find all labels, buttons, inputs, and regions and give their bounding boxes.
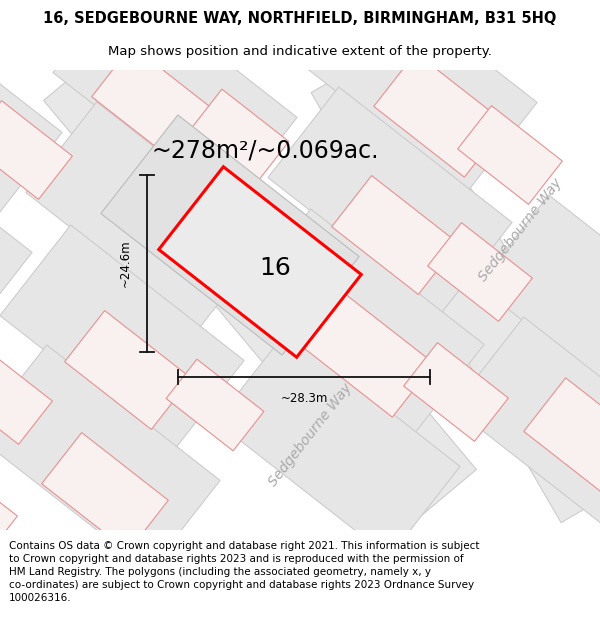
Text: Sedgebourne Way: Sedgebourne Way [266, 381, 355, 489]
Polygon shape [478, 195, 600, 421]
Polygon shape [453, 317, 600, 543]
Polygon shape [41, 432, 169, 551]
Polygon shape [332, 176, 458, 294]
Polygon shape [0, 0, 62, 223]
Polygon shape [458, 106, 562, 204]
Polygon shape [0, 346, 52, 444]
Polygon shape [53, 0, 297, 208]
Polygon shape [0, 101, 73, 199]
Polygon shape [240, 209, 484, 435]
Polygon shape [0, 461, 17, 559]
Text: 16, SEDGEBOURNE WAY, NORTHFIELD, BIRMINGHAM, B31 5HQ: 16, SEDGEBOURNE WAY, NORTHFIELD, BIRMING… [43, 11, 557, 26]
Text: Map shows position and indicative extent of the property.: Map shows position and indicative extent… [108, 45, 492, 58]
Polygon shape [0, 239, 7, 465]
Polygon shape [0, 117, 32, 343]
Polygon shape [0, 345, 220, 571]
Polygon shape [101, 115, 359, 355]
Polygon shape [216, 331, 460, 557]
Polygon shape [268, 87, 512, 313]
Text: Contains OS data © Crown copyright and database right 2021. This information is : Contains OS data © Crown copyright and d… [9, 541, 479, 603]
Polygon shape [293, 0, 537, 193]
Polygon shape [0, 225, 244, 451]
Text: ~28.3m: ~28.3m [280, 392, 328, 406]
Polygon shape [26, 102, 270, 328]
Polygon shape [65, 311, 191, 429]
Text: ~24.6m: ~24.6m [119, 239, 131, 288]
Text: 16: 16 [259, 256, 291, 280]
Text: Sedgebourne Way: Sedgebourne Way [476, 176, 565, 284]
Polygon shape [92, 46, 218, 164]
Polygon shape [191, 89, 289, 181]
Polygon shape [302, 292, 434, 418]
Polygon shape [166, 359, 264, 451]
Polygon shape [404, 342, 508, 441]
Polygon shape [428, 222, 532, 321]
Polygon shape [159, 167, 361, 358]
Polygon shape [374, 52, 506, 177]
Polygon shape [44, 39, 476, 531]
Polygon shape [311, 48, 600, 522]
Text: ~278m²/~0.069ac.: ~278m²/~0.069ac. [151, 138, 379, 162]
Polygon shape [524, 378, 600, 503]
